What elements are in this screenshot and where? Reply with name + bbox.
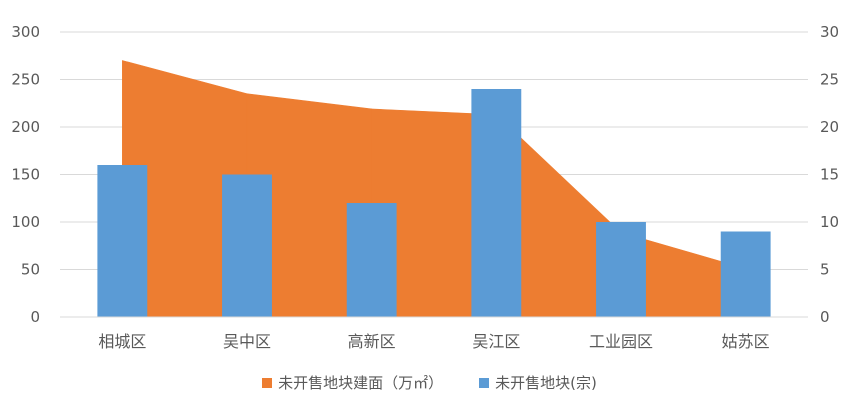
x-tick-label: 高新区 [348,332,396,351]
y-left-tick-label: 0 [30,308,40,326]
bar [720,231,771,317]
y-left-tick-label: 200 [11,118,40,136]
y-left-tick-label: 300 [11,23,40,41]
x-tick-label: 吴江区 [472,332,520,351]
legend-label-area: 未开售地块建面（万㎡） [278,374,444,392]
y-right-tick-label: 30 [820,23,839,41]
y-left-tick-label: 150 [11,166,40,184]
bar [222,174,272,317]
x-tick-label: 姑苏区 [722,332,770,351]
combo-chart: 0 50 100 150 200 250 300 0 5 10 15 20 25 30 相城区 吴中区 高新区 吴… [11,23,839,351]
y-left-tick-label: 50 [21,261,40,279]
legend-item-area: 未开售地块建面（万㎡） [262,372,443,393]
bar [596,222,646,317]
bar [97,165,148,317]
bar [471,89,522,317]
y-right-tick-label: 5 [820,261,830,279]
legend-item-bar: 未开售地块(宗) [479,372,597,393]
legend-label-bar: 未开售地块(宗) [495,374,597,392]
y-right-tick-label: 15 [820,166,839,184]
x-tick-label: 工业园区 [589,332,653,351]
y-left-tick-label: 100 [11,213,40,231]
bar [346,203,397,317]
legend-swatch-bar [479,377,490,388]
x-tick-label: 相城区 [98,332,146,351]
y-right-tick-label: 0 [820,308,830,326]
legend-swatch-area [262,377,273,388]
y-right-tick-label: 25 [820,71,839,89]
x-tick-label: 吴中区 [223,332,271,351]
y-right-tick-label: 10 [820,213,839,231]
y-left-tick-label: 250 [11,71,40,89]
y-right-tick-label: 20 [820,118,839,136]
legend: 未开售地块建面（万㎡） 未开售地块(宗) [0,372,859,393]
